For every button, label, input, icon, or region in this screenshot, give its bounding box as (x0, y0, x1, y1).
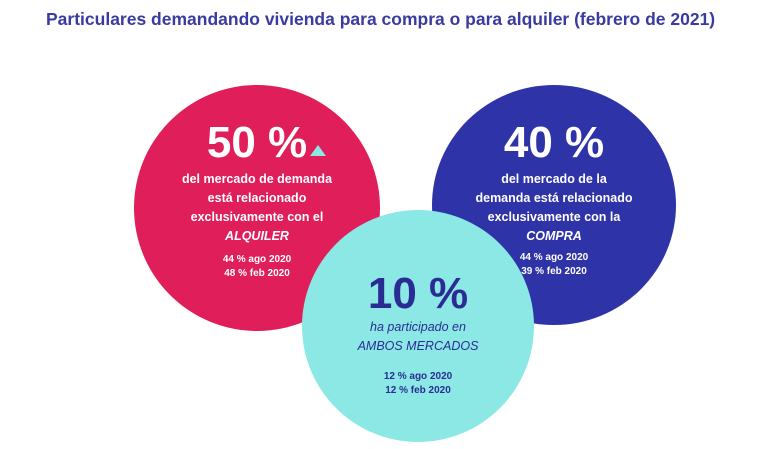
rental-desc-line-2: está relacionado (207, 191, 307, 205)
rental-percent: 50 % (206, 118, 308, 167)
purchase-desc-line-3: exclusivamente con la (487, 210, 621, 224)
rental-desc-line-1: del mercado de demanda (181, 172, 333, 186)
purchase-market-label: COMPRA (526, 229, 582, 243)
purchase-desc-line-1: del mercado de la (501, 172, 607, 186)
rental-desc-line-3: exclusivamente con el (190, 210, 324, 224)
rental-description: del mercado de demanda está relacionado … (134, 170, 380, 246)
both-percent: 10 % (367, 269, 469, 318)
rental-stats: 44 % ago 2020 48 % feb 2020 (134, 253, 380, 281)
purchase-stat-aug: 44 % ago 2020 (519, 252, 589, 263)
both-desc-line-1: ha participado en (370, 320, 466, 334)
both-description: ha participado en AMBOS MERCADOS (302, 318, 534, 356)
both-stats: 12 % ago 2020 12 % feb 2020 (302, 370, 534, 398)
both-markets-circle: 10 % ha participado en AMBOS MERCADOS 12… (302, 210, 534, 442)
rental-circle: 50 % del mercado de demanda está relacio… (134, 85, 380, 331)
rental-stat-aug: 44 % ago 2020 (222, 254, 292, 265)
purchase-stat-feb: 39 % feb 2020 (521, 266, 587, 277)
rental-market-label: ALQUILER (225, 229, 289, 243)
both-stat-aug: 12 % ago 2020 (383, 371, 453, 382)
rental-stat-feb: 48 % feb 2020 (224, 268, 290, 279)
purchase-desc-line-2: demanda está relacionado (475, 191, 633, 205)
triangle-up-icon (310, 145, 326, 156)
purchase-stats: 44 % ago 2020 39 % feb 2020 (432, 251, 676, 279)
both-market-label: AMBOS MERCADOS (357, 339, 479, 353)
page-title: Particulares demandando vivienda para co… (46, 9, 716, 29)
both-stat-feb: 12 % feb 2020 (385, 385, 451, 396)
purchase-description: del mercado de la demanda está relaciona… (432, 170, 676, 246)
purchase-percent: 40 % (503, 118, 605, 167)
